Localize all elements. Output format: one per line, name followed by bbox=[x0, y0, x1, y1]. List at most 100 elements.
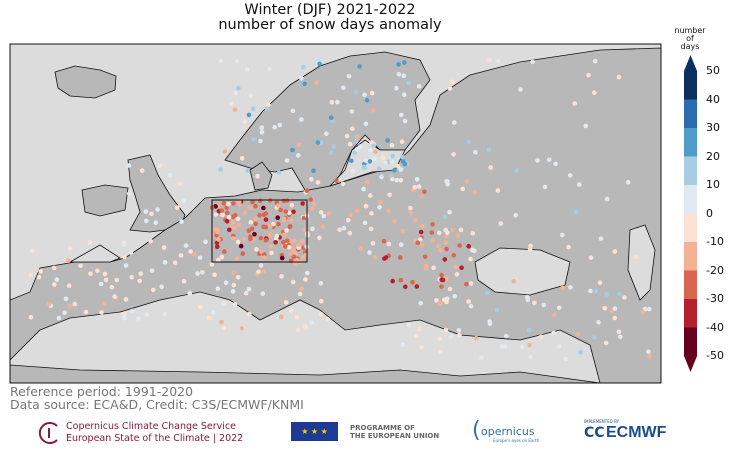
station-dot bbox=[369, 140, 374, 145]
station-dot bbox=[346, 73, 352, 79]
station-dot bbox=[149, 268, 155, 273]
station-dot bbox=[616, 329, 622, 335]
station-dot bbox=[239, 326, 245, 331]
station-dot bbox=[241, 237, 246, 242]
station-dot bbox=[552, 312, 557, 318]
station-dot bbox=[450, 79, 456, 85]
station-dot bbox=[159, 284, 164, 290]
station-dot bbox=[647, 306, 652, 312]
station-dot bbox=[419, 193, 425, 199]
station-dot bbox=[353, 139, 359, 144]
c3s-logo-icon bbox=[38, 422, 58, 444]
colorbar-bin bbox=[684, 128, 697, 157]
station-dot bbox=[126, 191, 132, 196]
station-dot bbox=[453, 264, 459, 270]
station-dot bbox=[573, 209, 579, 215]
station-dot bbox=[219, 208, 224, 213]
chart-title: Winter (DJF) 2021-2022 bbox=[244, 2, 416, 18]
station-dot bbox=[527, 247, 533, 252]
station-dot bbox=[368, 148, 373, 153]
copernicus-c-icon: ( bbox=[472, 418, 481, 443]
station-dot bbox=[321, 213, 327, 219]
station-dot bbox=[419, 242, 425, 248]
station-dot bbox=[532, 300, 537, 306]
station-dot bbox=[224, 205, 229, 211]
station-dot bbox=[66, 258, 71, 264]
station-dot bbox=[181, 278, 187, 284]
station-dot bbox=[368, 226, 374, 232]
station-dot bbox=[577, 182, 582, 187]
station-dot bbox=[450, 227, 456, 233]
station-dot bbox=[242, 119, 247, 124]
station-dot bbox=[290, 279, 296, 285]
station-dot bbox=[248, 234, 253, 239]
station-dot bbox=[56, 315, 62, 321]
station-dot bbox=[267, 233, 273, 239]
station-dot bbox=[386, 241, 392, 247]
station-dot bbox=[380, 155, 386, 160]
station-dot bbox=[261, 205, 266, 211]
station-dot bbox=[181, 198, 187, 204]
station-dot bbox=[232, 107, 238, 112]
station-dot bbox=[207, 315, 212, 321]
station-dot bbox=[326, 211, 331, 216]
station-dot bbox=[261, 224, 266, 230]
station-dot bbox=[309, 320, 314, 325]
station-dot bbox=[264, 106, 270, 111]
station-dot bbox=[514, 168, 519, 173]
station-dot bbox=[243, 290, 249, 296]
colorbar-extend-max bbox=[684, 55, 697, 71]
station-dot bbox=[192, 252, 197, 257]
colorbar-extend-min bbox=[684, 356, 697, 372]
station-dot bbox=[526, 328, 532, 333]
station-dot bbox=[258, 235, 264, 241]
station-dot bbox=[257, 198, 263, 204]
station-dot bbox=[296, 242, 302, 247]
station-dot bbox=[318, 280, 324, 286]
station-dot bbox=[406, 322, 412, 328]
station-dot bbox=[335, 99, 340, 105]
station-dot bbox=[51, 265, 57, 271]
station-dot bbox=[468, 303, 474, 309]
station-dot bbox=[297, 291, 303, 297]
station-dot bbox=[234, 58, 240, 64]
station-dot bbox=[362, 92, 367, 98]
station-dot bbox=[414, 333, 419, 339]
station-dot bbox=[87, 240, 93, 245]
station-dot bbox=[283, 209, 289, 214]
station-dot bbox=[263, 211, 269, 216]
station-dot bbox=[224, 219, 230, 224]
station-dot bbox=[420, 224, 425, 229]
station-dot bbox=[231, 270, 236, 275]
station-dot bbox=[553, 161, 558, 167]
station-dot bbox=[609, 308, 615, 314]
station-dot bbox=[459, 265, 464, 271]
data-source: Data source: ECA&D, Credit: C3S/ECMWF/KN… bbox=[10, 397, 304, 412]
mediterranean-sea bbox=[10, 291, 601, 383]
station-dot bbox=[387, 192, 392, 198]
station-dot bbox=[334, 178, 339, 183]
station-dot bbox=[83, 309, 89, 315]
station-dot bbox=[445, 230, 450, 235]
station-dot bbox=[279, 255, 285, 261]
station-dot bbox=[123, 263, 129, 268]
station-dot bbox=[511, 278, 517, 284]
station-dot bbox=[78, 263, 83, 269]
station-dot bbox=[222, 249, 227, 254]
station-dot bbox=[310, 226, 315, 232]
station-dot bbox=[213, 204, 218, 209]
station-dot bbox=[527, 342, 532, 348]
station-dot bbox=[402, 60, 407, 65]
station-dot bbox=[314, 80, 319, 85]
station-dot bbox=[175, 205, 180, 210]
station-dot bbox=[259, 130, 265, 135]
station-dot bbox=[236, 85, 241, 91]
station-dot bbox=[279, 314, 284, 320]
station-dot bbox=[103, 277, 109, 283]
station-dot bbox=[449, 334, 454, 339]
c3s-name: Copernicus Climate Change Service bbox=[66, 421, 237, 432]
station-dot bbox=[320, 224, 326, 229]
station-dot bbox=[528, 243, 533, 249]
station-dot bbox=[157, 163, 163, 168]
